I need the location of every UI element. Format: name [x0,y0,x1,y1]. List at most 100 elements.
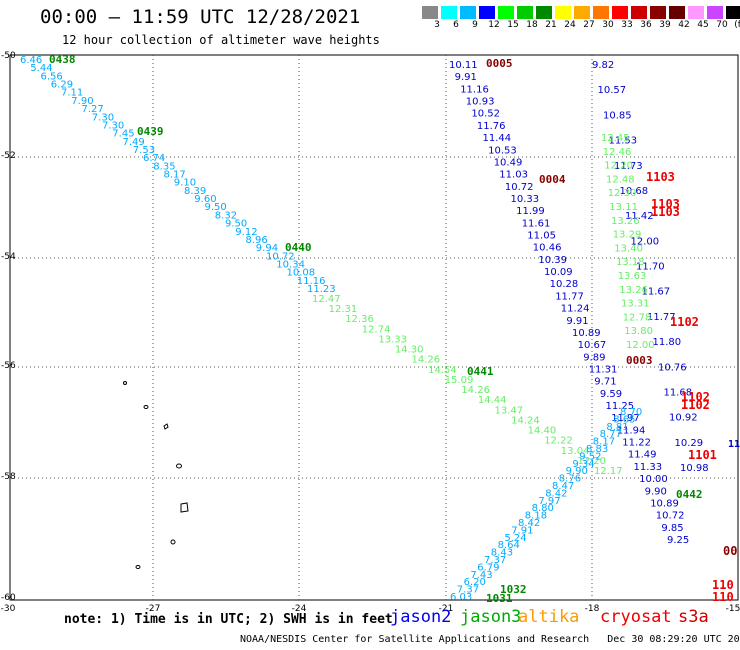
wave-height-label: 14.26 [412,355,441,366]
wave-height-label: 8.42 [545,488,567,499]
wave-height-label: 12.48 [606,174,635,185]
legend-swatch [688,6,704,19]
wave-height-label: 7.91 [511,525,533,536]
wave-height-label: 11.25 [606,401,635,412]
wave-height-label: 11.67 [642,287,671,298]
legend-swatch [574,6,590,19]
lon-label: -18 [585,604,600,614]
wave-height-label: 14.44 [478,395,507,406]
pass-time-label: 0004 [539,173,566,186]
pass-time-label: 0005 [486,57,513,70]
legend-swatch [707,6,723,19]
wave-height-label: 10.92 [669,413,698,424]
wave-height-label: 8.18 [525,511,547,522]
legend-label: 30 [602,20,614,30]
wave-height-label: 12.36 [345,314,374,325]
wave-height-label: 8.70 [620,407,642,418]
wave-height-label: 8.81 [606,422,628,433]
wave-height-label: 6.46 [20,55,42,66]
axis-labels: -30 -27 -24 -21 -18 -15 -50 -52 -54 -56 -58 -60 [1,51,740,614]
wave-height-label: 7.53 [133,145,155,156]
wave-height-label: 8.32 [215,210,237,221]
wave-height-label: 10.85 [603,110,632,121]
wave-height-label: 10.98 [680,463,709,474]
wave-height-label: 8.43 [491,548,513,559]
wave-height-label: 10.28 [550,279,579,290]
wave-height-label: 11.53 [609,136,638,147]
wave-height-label: 14.26 [461,385,490,396]
legend-label: 70 [716,20,728,30]
wave-height-label: 9.90 [566,466,588,477]
satellite-jason3: jason3 [460,607,522,627]
satellite-altika: altika [518,607,580,627]
pass-time-label: 110 [712,578,734,592]
legend-label: 18 [526,20,538,30]
wave-height-label: 13.11 [609,202,638,213]
legend-swatch [517,6,533,19]
wave-height-label: 11.16 [460,84,489,95]
wave-height-label: 12.46 [603,147,632,158]
legend-label: 9 [472,20,478,30]
wave-height-label: 8.17 [593,437,615,448]
wave-height-label: 12.30 [608,188,637,199]
wave-height-label: 12.74 [362,324,391,335]
wave-height-label: 9.10 [174,178,196,189]
lat-label: -52 [1,151,16,161]
legend-swatch [479,6,495,19]
wave-height-label: 14.24 [511,415,540,426]
wave-height-label: 7.45 [112,129,134,140]
wave-height-label: 11.42 [625,211,654,222]
lat-label: -60 [1,593,16,603]
wave-height-label: 9.25 [667,535,689,546]
wave-height-label: 13.18 [616,257,645,268]
wave-height-label: 11.99 [516,206,545,217]
wave-height-label: 11.24 [561,304,590,315]
wave-height-label: 10.72 [656,511,685,522]
legend-label: (ft) [734,20,740,30]
wave-height-label: 11.73 [614,161,643,172]
wave-height-label: 8.65 [613,414,635,425]
pass-time-label: 11 [728,439,740,450]
wave-height-label: 9.12 [235,227,257,238]
pass-time-label: 1102 [681,390,710,404]
legend-swatch [555,6,571,19]
wave-height-label: 11.80 [653,337,682,348]
legend-label: 42 [678,20,690,30]
wave-height-label: 8.64 [498,540,520,551]
wave-height-label: 11.49 [628,450,657,461]
wave-height-label: 7.49 [123,137,145,148]
pass-time-label: 1101 [688,448,717,462]
wave-height-label: 8.96 [246,235,268,246]
wave-height-label: 7.30 [92,112,114,123]
legend-swatch [669,6,685,19]
wave-height-label: 9.52 [579,451,601,462]
wave-height-label: 10.52 [471,109,500,120]
wave-height-label: 8.42 [518,518,540,529]
wave-height-label: 12.22 [544,436,573,447]
wave-height-label: 13.40 [614,243,643,254]
wave-height-label: 11.68 [664,387,693,398]
wave-height-label: 8.17 [164,170,186,181]
wave-height-label: 12.20 [604,161,633,172]
legend-label: 39 [659,20,671,30]
lon-label: -15 [726,604,740,614]
wave-height-label: 10.67 [578,340,607,351]
legend-swatch [498,6,514,19]
wave-height-label: 12.31 [329,304,358,315]
wave-height-label: 10.09 [544,267,573,278]
wave-height-label: 12.00 [631,236,660,247]
wave-height-label: 9.34 [572,459,594,470]
graticule [10,55,738,600]
map-frame [9,54,739,601]
legend-label: 36 [640,20,652,30]
wave-height-label: 13.63 [618,271,647,282]
wave-height-label: 10.39 [538,255,567,266]
wave-height-label: 9.89 [583,352,605,363]
pass-time-label: 1102 [681,398,710,412]
wave-height-label: 8.35 [153,161,175,172]
lat-label: -50 [1,51,16,61]
lon-label: -24 [292,604,307,614]
wave-height-label: 14.30 [395,345,424,356]
wave-height-label: 11.22 [622,438,651,449]
wave-height-label: 11.16 [297,276,326,287]
